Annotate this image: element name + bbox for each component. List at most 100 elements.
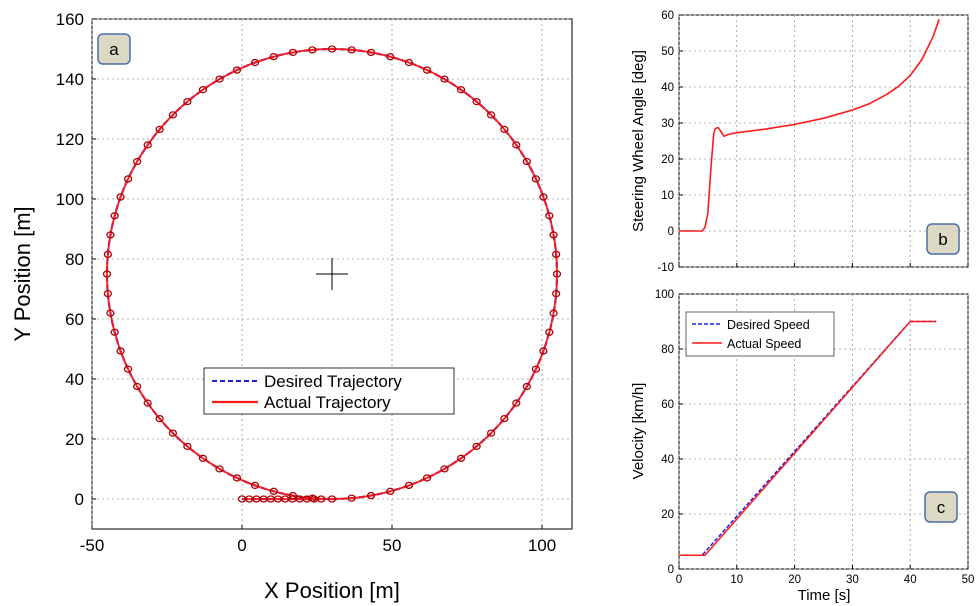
trajectory-marker [132, 382, 142, 391]
trajectory-marker [317, 495, 326, 503]
trajectory-marker [531, 365, 541, 373]
trajectory-marker [522, 382, 532, 391]
trajectory-marker [366, 491, 376, 500]
panel-tag-a-box [97, 33, 131, 65]
trajectory-marker [551, 289, 561, 298]
trajectory-marker [123, 175, 133, 183]
trajectory-marker [143, 141, 152, 149]
trajectory-marker [250, 481, 260, 490]
line-actual-trajectory [106, 48, 558, 500]
legend-a-label-actual: Actual Trajectory [264, 393, 391, 412]
y-tick-label-b-7: 60 [661, 10, 674, 22]
center-marker [316, 258, 348, 290]
trajectory-marker [288, 491, 298, 500]
legend-a-box [203, 367, 455, 415]
y-tick-label-b-3: 20 [661, 154, 674, 166]
trajectory-marker [132, 157, 142, 166]
x-tick-label-a-2: 50 [383, 536, 402, 555]
trajectory-marker [327, 495, 337, 503]
panel-tag-a: a [97, 33, 131, 65]
panel-tag-c-box [924, 491, 958, 523]
trajectory-marker [183, 442, 192, 451]
y-tick-label-b-0: -10 [657, 262, 674, 274]
y-tick-label-c-1: 20 [661, 509, 674, 521]
trajectory-marker [472, 97, 481, 106]
trajectory-marker [110, 328, 119, 336]
y-tick-label-a-6: 120 [56, 130, 84, 149]
y-tick-label-a-5: 100 [56, 190, 84, 209]
trajectory-marker [288, 48, 298, 57]
trajectory-marker [116, 193, 125, 201]
trajectory-marker [308, 46, 317, 54]
panel-tag-b: b [926, 223, 960, 255]
panel-tag-c: c [924, 491, 958, 523]
trajectory-marker [155, 125, 164, 134]
y-tick-label-b-4: 30 [661, 118, 674, 130]
y-tick-label-a-8: 160 [56, 10, 84, 29]
trajectory-marker [106, 309, 115, 317]
legend-a: Desired Trajectory Actual Trajectory [203, 367, 455, 415]
legend-c: Desired Speed Actual Speed [685, 311, 835, 357]
x-tick-label-a-1: 0 [237, 536, 246, 555]
trajectory-marker [110, 212, 119, 220]
trajectory-marker [422, 474, 432, 482]
series-c [679, 320, 937, 557]
y-tick-label-a-3: 60 [65, 310, 84, 329]
legend-c-label-desired: Desired Speed [727, 318, 810, 332]
trajectory-marker [168, 111, 178, 119]
panel-a-trajectory-chart: -50 0 50 100 0 20 40 60 80 100 120 140 160 Desired T… [10, 10, 573, 603]
x-tick-label-c-5: 50 [962, 574, 975, 586]
series-b [679, 19, 940, 232]
trajectory-marker [386, 53, 395, 61]
x-axis-label-a: X Position [m] [264, 578, 400, 603]
legend-c-box [685, 311, 835, 357]
y-tick-label-c-2: 40 [661, 454, 674, 466]
y-tick-label-c-3: 60 [661, 399, 674, 411]
trajectory-marker [512, 141, 521, 149]
trajectory-marker [512, 399, 521, 407]
trajectory-marker [143, 399, 152, 407]
trajectory-marker [552, 270, 562, 278]
trajectory-marker [549, 231, 558, 239]
trajectory-marker [168, 429, 178, 437]
trajectory-marker [539, 347, 548, 355]
y-tick-label-a-0: 0 [75, 490, 84, 509]
legend-a-label-desired: Desired Trajectory [264, 372, 402, 391]
trajectory-marker [183, 97, 192, 106]
trajectory-marker [549, 309, 558, 317]
y-tick-label-a-4: 80 [65, 250, 84, 269]
trajectory-marker [386, 487, 395, 495]
trajectory-marker [404, 58, 414, 67]
x-tick-label-a-0: -50 [80, 536, 105, 555]
trajectory-marker [269, 53, 278, 61]
trajectory-marker [198, 454, 208, 462]
trajectory-marker [103, 289, 113, 298]
trajectory-marker [522, 157, 532, 166]
panel-tag-b-box [926, 223, 960, 255]
trajectory-marker [545, 328, 554, 336]
trajectory-marker [347, 46, 356, 54]
x-tick-label-c-3: 30 [846, 574, 859, 586]
y-tick-label-a-1: 20 [65, 430, 84, 449]
trajectory-marker [500, 414, 509, 423]
x-axis-label-c: Time [s] [798, 587, 851, 604]
trajectory-marker [456, 86, 466, 94]
trajectory-marker [486, 111, 496, 119]
trajectory-marker [531, 175, 541, 183]
x-tick-label-c-0: 0 [676, 574, 682, 586]
grid-b [678, 14, 969, 268]
trajectory-marker [103, 250, 113, 259]
y-tick-label-c-0: 0 [668, 564, 674, 576]
trajectory-marker [366, 48, 376, 57]
trajectory-marker [106, 231, 115, 239]
trajectory-marker [440, 75, 449, 83]
y-axis-label-a: Y Position [m] [10, 206, 35, 341]
y-tick-label-b-5: 40 [661, 82, 674, 94]
y-tick-label-a-7: 140 [56, 70, 84, 89]
panel-tag-b-label: b [938, 230, 947, 249]
trajectory-marker [250, 58, 260, 67]
trajectory-marker [545, 212, 554, 220]
y-tick-label-c-4: 80 [661, 344, 674, 356]
trajectory-marker [269, 487, 278, 495]
